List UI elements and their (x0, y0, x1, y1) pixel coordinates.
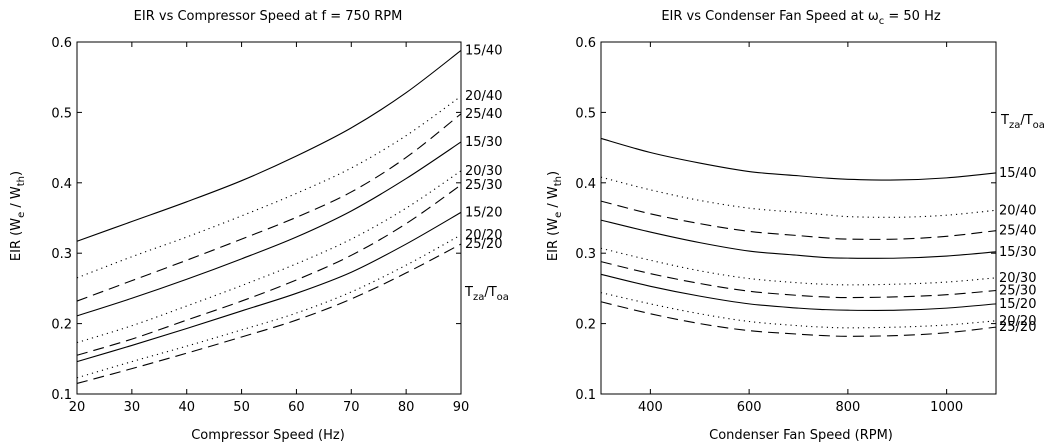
curve-label-20-30: 20/30 (999, 271, 1036, 286)
series-line-25-30 (76, 184, 462, 356)
y-tick-label: 0.5 (575, 106, 596, 121)
series-line-15-20 (600, 273, 997, 311)
x-tick-label: 90 (453, 400, 470, 415)
curve-label-15-20: 15/20 (465, 205, 502, 220)
chart-compressor-speed: EIR vs Compressor Speed at f = 750 RPM 2… (9, 9, 509, 443)
x-tick-label: 20 (69, 400, 86, 415)
y-axis-label-sub-th: th (553, 176, 564, 186)
series-line-25-20 (76, 243, 462, 384)
y-axis-label-eir: EIR (W (9, 218, 24, 261)
series-line-20-30 (76, 170, 462, 344)
y-tick-label: 0.1 (575, 388, 596, 403)
series-line-15-30 (600, 219, 997, 259)
curve-label-25-30: 25/30 (999, 284, 1036, 299)
x-tick-label: 40 (178, 400, 195, 415)
x-tick-label: 60 (288, 400, 305, 415)
plot-frame (600, 41, 997, 395)
y-tick-label: 0.2 (51, 318, 72, 333)
y-axis-label-close: ) (9, 171, 24, 176)
y-axis-label-close: ) (546, 171, 561, 176)
x-tick-label: 400 (638, 400, 663, 415)
series-line-15-30 (76, 141, 462, 317)
curve-label-15-30: 15/30 (999, 245, 1036, 260)
curve-label-25-30: 25/30 (465, 178, 502, 193)
y-tick-label: 0.2 (575, 318, 596, 333)
x-tick-label: 1000 (930, 400, 963, 415)
y-tick-label: 0.4 (575, 177, 596, 192)
curve-label-25-40: 25/40 (999, 224, 1036, 239)
chart-condenser-fan-speed: EIR vs Condenser Fan Speed at ωc = 50 Hz… (546, 9, 1045, 443)
y-axis-label: EIR (We / Wth) (546, 171, 564, 261)
x-tick-label: 50 (233, 400, 250, 415)
curve-label-15-40: 15/40 (999, 166, 1036, 181)
curve-label-15-20: 15/20 (999, 297, 1036, 312)
curve-label-25-20: 25/20 (465, 237, 502, 252)
series-line-25-30 (600, 261, 997, 299)
x-tick-label: 600 (737, 400, 762, 415)
legend-title: Tza/Toa (1000, 113, 1045, 131)
series-line-25-40 (600, 200, 997, 240)
chart-title: EIR vs Compressor Speed at f = 750 RPM (134, 9, 403, 24)
curve-label-25-20: 25/20 (999, 320, 1036, 335)
curve-label-15-30: 15/30 (465, 135, 502, 150)
y-tick-label: 0.3 (575, 247, 596, 262)
y-tick-label: 0.5 (51, 106, 72, 121)
plot-frame (76, 41, 462, 395)
series-line-15-40 (76, 50, 462, 242)
curve-label-20-30: 20/30 (465, 164, 502, 179)
curve-label-20-40: 20/40 (465, 89, 502, 104)
y-axis-label: EIR (We / Wth) (9, 171, 27, 261)
x-tick-label: 70 (343, 400, 360, 415)
x-axis-label: Compressor Speed (Hz) (191, 428, 345, 443)
chart-title: EIR vs Condenser Fan Speed at ωc = 50 Hz (661, 9, 941, 27)
y-tick-label: 0.3 (51, 247, 72, 262)
y-tick-label: 0.6 (51, 36, 72, 51)
series-line-15-20 (76, 211, 462, 363)
x-axis-label: Condenser Fan Speed (RPM) (709, 428, 893, 443)
series-line-20-20 (600, 292, 997, 329)
series-line-20-40 (76, 95, 462, 279)
x-tick-label: 30 (124, 400, 141, 415)
curve-label-25-40: 25/40 (465, 107, 502, 122)
y-axis-label-sub-th: th (16, 176, 27, 186)
series-line-20-40 (600, 176, 997, 218)
x-tick-label: 800 (835, 400, 860, 415)
curve-label-20-20: 20/20 (465, 228, 502, 243)
curve-label-15-40: 15/40 (465, 43, 502, 58)
curve-label-20-20: 20/20 (999, 314, 1036, 329)
legend-title: Tza/Toa (464, 285, 509, 303)
series-line-15-40 (600, 137, 997, 181)
x-tick-label: 80 (398, 400, 415, 415)
series-line-20-20 (76, 234, 462, 379)
series-line-25-20 (600, 301, 997, 337)
series-line-25-40 (76, 113, 462, 302)
y-axis-label-sub-e: e (16, 212, 27, 218)
series-line-20-30 (600, 247, 997, 286)
y-axis-label-eir: EIR (W (546, 218, 561, 261)
y-tick-label: 0.1 (51, 388, 72, 403)
y-axis-label-slash: / W (9, 186, 24, 212)
curve-label-20-40: 20/40 (999, 203, 1036, 218)
y-tick-label: 0.4 (51, 177, 72, 192)
y-axis-label-slash: / W (546, 186, 561, 212)
y-tick-label: 0.6 (575, 36, 596, 51)
y-axis-label-sub-e: e (553, 212, 564, 218)
